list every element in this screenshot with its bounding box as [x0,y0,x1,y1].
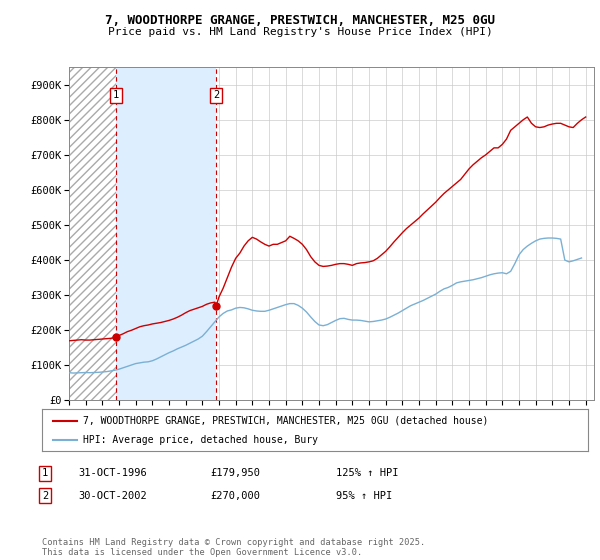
Text: 2: 2 [213,90,219,100]
Text: 7, WOODTHORPE GRANGE, PRESTWICH, MANCHESTER, M25 0GU (detached house): 7, WOODTHORPE GRANGE, PRESTWICH, MANCHES… [83,416,488,426]
Text: 125% ↑ HPI: 125% ↑ HPI [336,468,398,478]
Text: 1: 1 [113,90,119,100]
Text: £179,950: £179,950 [210,468,260,478]
Text: 95% ↑ HPI: 95% ↑ HPI [336,491,392,501]
Text: HPI: Average price, detached house, Bury: HPI: Average price, detached house, Bury [83,435,318,445]
Text: 7, WOODTHORPE GRANGE, PRESTWICH, MANCHESTER, M25 0GU: 7, WOODTHORPE GRANGE, PRESTWICH, MANCHES… [105,14,495,27]
Text: 2: 2 [42,491,48,501]
Bar [69,67,116,400]
Text: 30-OCT-2002: 30-OCT-2002 [78,491,147,501]
Text: Contains HM Land Registry data © Crown copyright and database right 2025.
This d: Contains HM Land Registry data © Crown c… [42,538,425,557]
Bar [116,67,216,400]
Text: 1: 1 [42,468,48,478]
Text: Price paid vs. HM Land Registry's House Price Index (HPI): Price paid vs. HM Land Registry's House … [107,27,493,37]
Text: £270,000: £270,000 [210,491,260,501]
Text: 31-OCT-1996: 31-OCT-1996 [78,468,147,478]
